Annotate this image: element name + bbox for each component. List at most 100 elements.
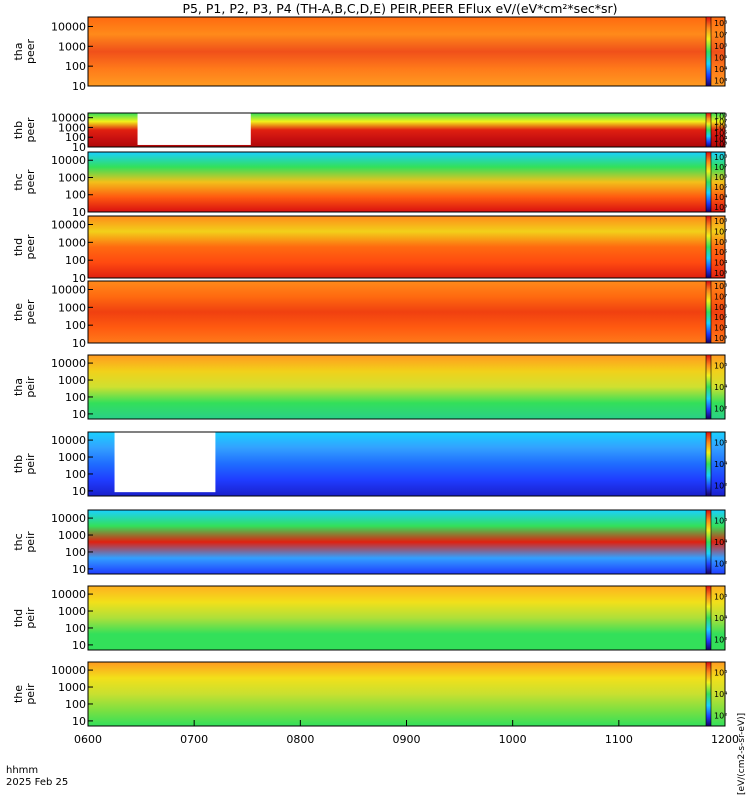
colorbar-tick-label: 10⁴	[714, 690, 727, 699]
x-tick-label: 1000	[499, 733, 527, 746]
spectrogram-image	[88, 216, 725, 278]
colorbar-scale	[705, 16, 712, 87]
y-axis-label-probe: thd	[12, 238, 25, 256]
colorbar: 10² 10⁴ 10⁶	[705, 509, 727, 575]
colorbar-tick-label: 10⁶	[714, 173, 727, 182]
colorbar-tick-label: 10²	[714, 559, 727, 568]
colorbar-scale	[705, 661, 712, 727]
y-tick-label: 10000	[51, 112, 86, 125]
x-tick-label: 1200	[711, 733, 739, 746]
colorbar-tick-label: 10⁴	[714, 324, 727, 333]
y-axis-label-probe: thc	[12, 173, 25, 190]
data-gap	[114, 432, 216, 493]
panel-frame	[87, 280, 726, 344]
x-tick-label: 0800	[286, 733, 314, 746]
panel-tha-peir: 10 100 1000 10000 tha peir 10² 10⁴ 10⁶	[12, 354, 727, 421]
colorbar: 10² 10⁴ 10⁶	[705, 354, 727, 420]
y-axis-label-probe: tha	[12, 378, 25, 396]
y-axis-label-species: peer	[24, 39, 37, 65]
spectrogram-image	[88, 17, 725, 86]
time-label: hhmm	[6, 765, 38, 776]
colorbar-tick-label: 10⁷	[714, 163, 727, 172]
colorbar-tick-label: 10⁴	[714, 538, 727, 547]
panel-thd-peir: 10 100 1000 10000 thd peir 10² 10⁴ 10⁶	[12, 585, 727, 652]
y-tick-label: 1000	[58, 451, 86, 464]
y-axis-label-probe: thb	[12, 455, 25, 473]
colorbar-tick-label: 10³	[714, 269, 727, 278]
y-tick-label: 10000	[51, 664, 86, 677]
colorbar-tick-label: 10⁸	[714, 112, 727, 121]
y-tick-label: 10000	[51, 434, 86, 447]
colorbar-tick-label: 10⁴	[714, 135, 727, 144]
spectrogram-image	[88, 152, 725, 212]
date-label: 2025 Feb 25	[6, 777, 68, 788]
y-axis-label-species: peer	[24, 117, 37, 143]
colorbar-tick-label: 10⁶	[714, 362, 727, 371]
y-axis-label-species: peir	[24, 453, 37, 475]
x-tick-label: 0600	[74, 733, 102, 746]
colorbar-scale	[705, 585, 712, 651]
y-axis-label-species: peer	[24, 299, 37, 325]
colorbar-scale	[705, 151, 712, 213]
colorbar-tick-label: 10²	[714, 404, 727, 413]
y-tick-label: 10	[72, 141, 86, 154]
y-tick-label: 100	[65, 698, 86, 711]
y-tick-label: 1000	[58, 681, 86, 694]
colorbar-tick-label: 10⁶	[714, 123, 727, 132]
y-tick-label: 100	[65, 254, 86, 267]
panel-thb-peir: 10 100 1000 10000 thb peir 10² 10⁴ 10⁶	[12, 431, 727, 498]
y-axis-label-species: peer	[24, 169, 37, 195]
colorbar-tick-label: 10⁶	[714, 517, 727, 526]
y-tick-label: 10	[72, 408, 86, 421]
y-axis-label-probe: thd	[12, 609, 25, 627]
x-tick-label: 1100	[605, 733, 633, 746]
colorbar-tick-label: 10⁷	[714, 118, 727, 127]
spectrogram-image	[88, 662, 725, 726]
y-axis-label-probe: thb	[12, 121, 25, 139]
colorbar-tick-label: 10²	[714, 635, 727, 644]
colorbar-scale	[705, 215, 712, 279]
y-axis-label-species: peir	[24, 531, 37, 553]
colorbar-tick-label: 10⁴	[714, 614, 727, 623]
y-tick-label: 100	[65, 546, 86, 559]
y-tick-label: 10	[72, 639, 86, 652]
panel-the-peir: 10 100 1000 10000 the peir 10² 10⁴ 10⁶	[12, 661, 727, 728]
colorbar-tick-label: 10⁴	[714, 259, 727, 268]
y-tick-label: 10000	[51, 284, 86, 297]
y-axis-label-species: peir	[24, 607, 37, 629]
panel-frame	[87, 151, 726, 213]
y-tick-label: 100	[65, 60, 86, 73]
colorbar-tick-label: 10⁴	[714, 65, 727, 74]
colorbar-tick-label: 10⁴	[714, 383, 727, 392]
colorbar-tick-label: 10⁵	[714, 248, 727, 257]
colorbar-tick-label: 10⁵	[714, 53, 727, 62]
y-tick-label: 10000	[51, 219, 86, 232]
y-tick-label: 100	[65, 131, 86, 144]
y-axis-label-probe: the	[12, 303, 25, 321]
colorbar-tick-label: 10²	[714, 711, 727, 720]
y-axis-label-species: peir	[24, 683, 37, 705]
colorbar-tick-label: 10⁷	[714, 228, 727, 237]
y-tick-label: 100	[65, 391, 86, 404]
x-tick-label: 0700	[180, 733, 208, 746]
colorbar-tick-label: 10⁵	[714, 313, 727, 322]
y-tick-label: 10000	[51, 154, 86, 167]
panel-tha-peer: 10 100 1000 10000 tha peer 10³ 10⁴ 10⁵ 10⁶ 10⁷ 10⁸	[12, 16, 727, 93]
colorbar-tick-label: 10⁴	[714, 460, 727, 469]
colorbar-tick-label: 10⁶	[714, 238, 727, 247]
colorbar-tick-label: 10⁷	[714, 293, 727, 302]
y-tick-label: 10	[72, 485, 86, 498]
colorbar-tick-label: 10⁶	[714, 669, 727, 678]
y-tick-label: 10	[72, 80, 86, 93]
colorbar-tick-label: 10⁸	[714, 19, 727, 28]
colorbar-tick-label: 10⁵	[714, 129, 727, 138]
y-axis-label-species: peer	[24, 234, 37, 260]
y-tick-label: 10	[72, 715, 86, 728]
colorbar-tick-label: 10⁶	[714, 42, 727, 51]
